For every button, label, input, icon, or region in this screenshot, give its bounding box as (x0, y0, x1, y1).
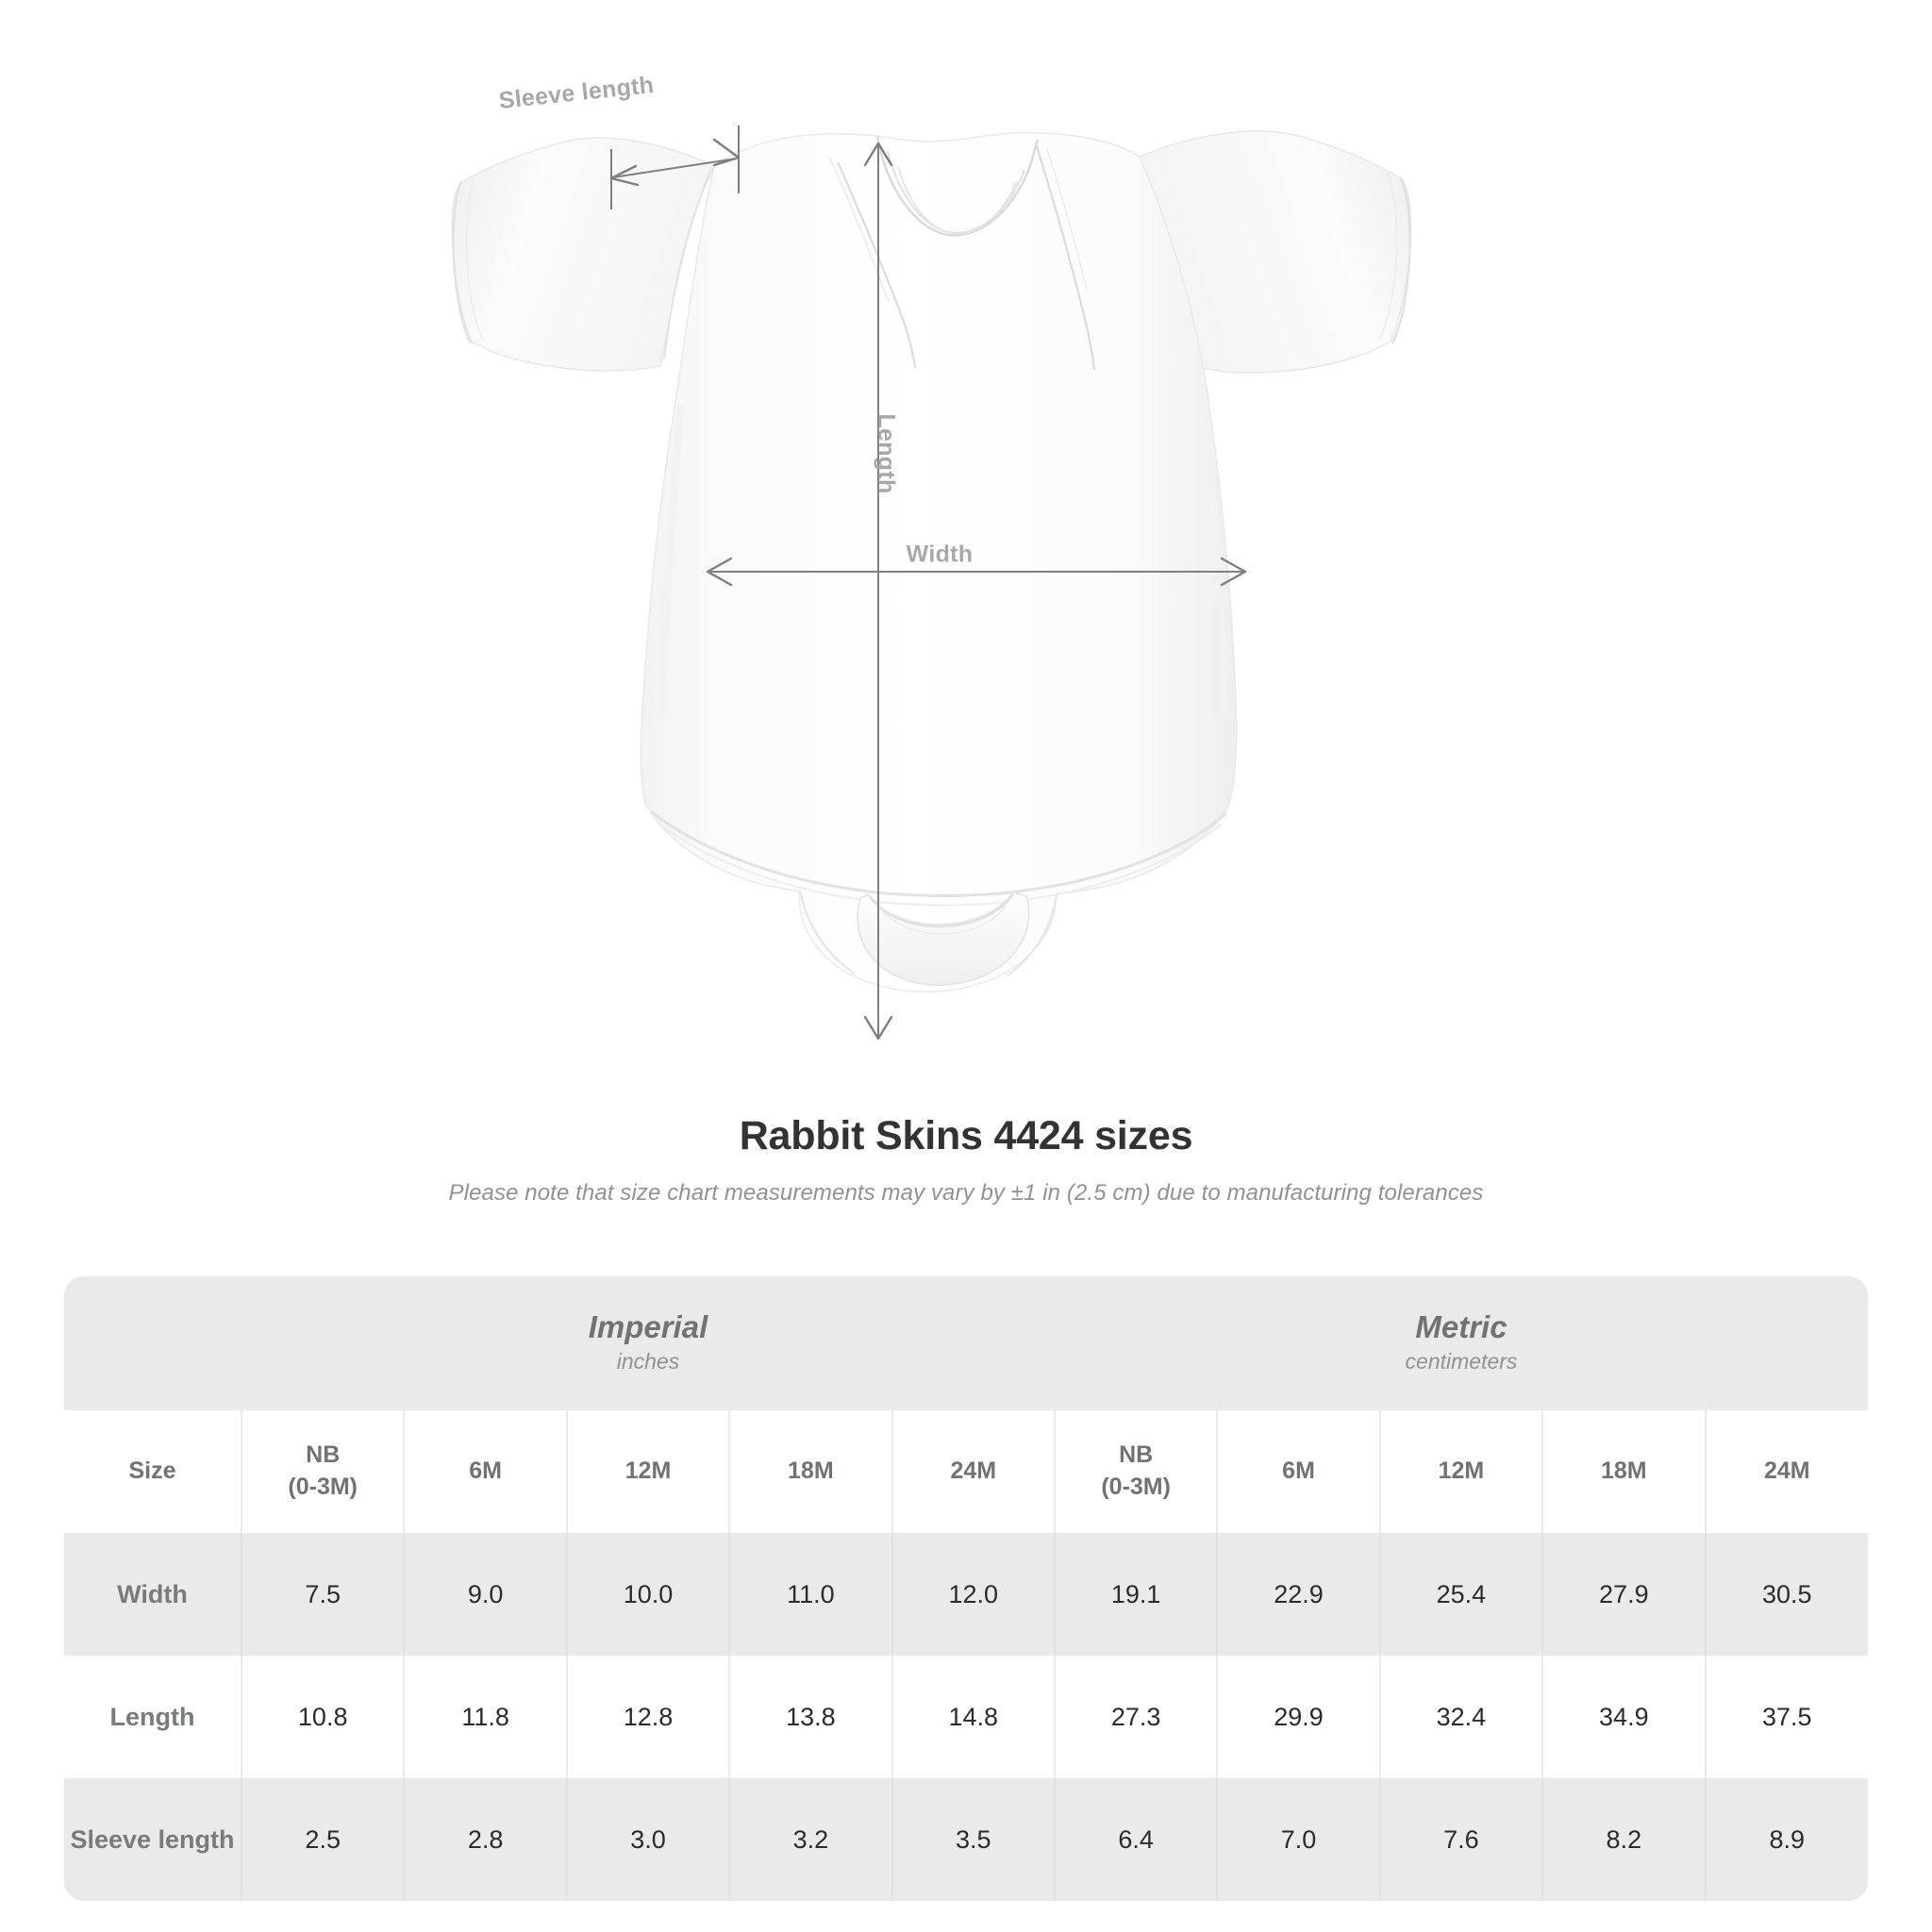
bodysuit-body (640, 132, 1238, 993)
cell-length-imperial-6m: 11.8 (403, 1656, 567, 1778)
cell-length-metric-24m: 37.5 (1704, 1656, 1868, 1778)
cell-sleeve-imperial-12m: 3.0 (565, 1778, 730, 1901)
cell-length-imperial-nb: 10.8 (240, 1656, 405, 1778)
table-row: Width 7.5 9.0 10.0 11.0 12.0 19.1 22.9 2… (64, 1533, 1868, 1656)
page-subtitle: Please note that size chart measurements… (448, 1180, 1484, 1206)
cell-width-metric-18m: 27.9 (1541, 1533, 1706, 1656)
cell-width-metric-nb: 19.1 (1053, 1533, 1218, 1656)
cell-sleeve-metric-18m: 8.2 (1541, 1778, 1706, 1901)
title-block: Rabbit Skins 4424 sizes Please note that… (0, 1113, 1932, 1207)
table-row: Sleeve length 2.5 2.8 3.0 3.2 3.5 6.4 7.… (64, 1778, 1868, 1901)
cell-width-metric-24m: 30.5 (1704, 1533, 1868, 1656)
column-header-imperial-18m: 18M (728, 1410, 892, 1533)
column-header-line2: (0-3M) (1101, 1474, 1171, 1500)
column-header-imperial-12m: 12M (565, 1410, 730, 1533)
column-header-line2: (0-3M) (288, 1474, 358, 1500)
column-header-line1: NB (306, 1441, 341, 1469)
column-header-metric-6m: 6M (1216, 1410, 1380, 1533)
cell-sleeve-metric-24m: 8.9 (1704, 1778, 1868, 1901)
cell-sleeve-imperial-18m: 3.2 (728, 1778, 892, 1901)
cell-length-metric-nb: 27.3 (1053, 1656, 1218, 1778)
unit-group-imperial-name: Imperial (588, 1308, 708, 1344)
length-annotation: Length (873, 413, 900, 494)
cell-width-imperial-12m: 10.0 (565, 1533, 730, 1656)
row-label-width: Width (64, 1533, 242, 1656)
table-row: Length 10.8 11.8 12.8 13.8 14.8 27.3 29.… (64, 1656, 1868, 1778)
cell-sleeve-imperial-nb: 2.5 (240, 1778, 405, 1901)
cell-sleeve-imperial-6m: 2.8 (403, 1778, 567, 1901)
column-header-line1: NB (1119, 1441, 1154, 1469)
cell-width-imperial-24m: 12.0 (891, 1533, 1055, 1656)
unit-header-spacer (64, 1276, 242, 1410)
column-header-metric-24m: 24M (1704, 1410, 1868, 1533)
cell-sleeve-metric-12m: 7.6 (1378, 1778, 1543, 1901)
cell-length-imperial-12m: 12.8 (565, 1656, 730, 1778)
cell-sleeve-metric-6m: 7.0 (1216, 1778, 1380, 1901)
column-header-imperial-6m: 6M (403, 1410, 567, 1533)
cell-length-metric-18m: 34.9 (1541, 1656, 1706, 1778)
column-header-metric-nb: NB (0-3M) (1053, 1410, 1218, 1533)
column-header-imperial-nb: NB (0-3M) (240, 1410, 405, 1533)
size-chart-table-container: Imperial inches Metric centimeters Size … (64, 1276, 1868, 1901)
page-title: Rabbit Skins 4424 sizes (739, 1113, 1193, 1158)
cell-sleeve-imperial-24m: 3.5 (891, 1778, 1055, 1901)
column-header-metric-12m: 12M (1378, 1410, 1543, 1533)
unit-group-metric-name: Metric (1415, 1308, 1507, 1344)
unit-group-metric-sub: centimeters (1405, 1348, 1518, 1374)
left-sleeve (451, 137, 715, 372)
size-header-label: Size (64, 1410, 242, 1533)
unit-group-metric: Metric centimeters (1054, 1276, 1868, 1410)
cell-length-imperial-18m: 13.8 (728, 1656, 892, 1778)
row-label-sleeve-length: Sleeve length (64, 1778, 242, 1901)
size-chart-table: Imperial inches Metric centimeters Size … (64, 1276, 1868, 1901)
cell-width-imperial-18m: 11.0 (728, 1533, 892, 1656)
cell-sleeve-metric-nb: 6.4 (1053, 1778, 1218, 1901)
cell-width-imperial-6m: 9.0 (403, 1533, 567, 1656)
measurement-guides (609, 125, 1247, 1041)
width-annotation: Width (906, 541, 974, 568)
cell-width-imperial-nb: 7.5 (240, 1533, 405, 1656)
cell-length-imperial-24m: 14.8 (891, 1656, 1055, 1778)
cell-length-metric-12m: 32.4 (1378, 1656, 1543, 1778)
garment-illustration: Sleeve length Width Length (451, 72, 1412, 1041)
size-header-row: Size NB (0-3M) 6M 12M 18M 24M NB (0-3M) … (64, 1410, 1868, 1533)
column-header-imperial-24m: 24M (891, 1410, 1055, 1533)
baby-bodysuit-diagram (451, 125, 1412, 1041)
cell-width-metric-6m: 22.9 (1216, 1533, 1380, 1656)
unit-header-row: Imperial inches Metric centimeters (64, 1276, 1868, 1410)
unit-group-imperial-sub: inches (616, 1348, 680, 1374)
column-header-metric-18m: 18M (1541, 1410, 1706, 1533)
unit-group-imperial: Imperial inches (242, 1276, 1055, 1410)
row-label-length: Length (64, 1656, 242, 1778)
cell-length-metric-6m: 29.9 (1216, 1656, 1380, 1778)
cell-width-metric-12m: 25.4 (1378, 1533, 1543, 1656)
